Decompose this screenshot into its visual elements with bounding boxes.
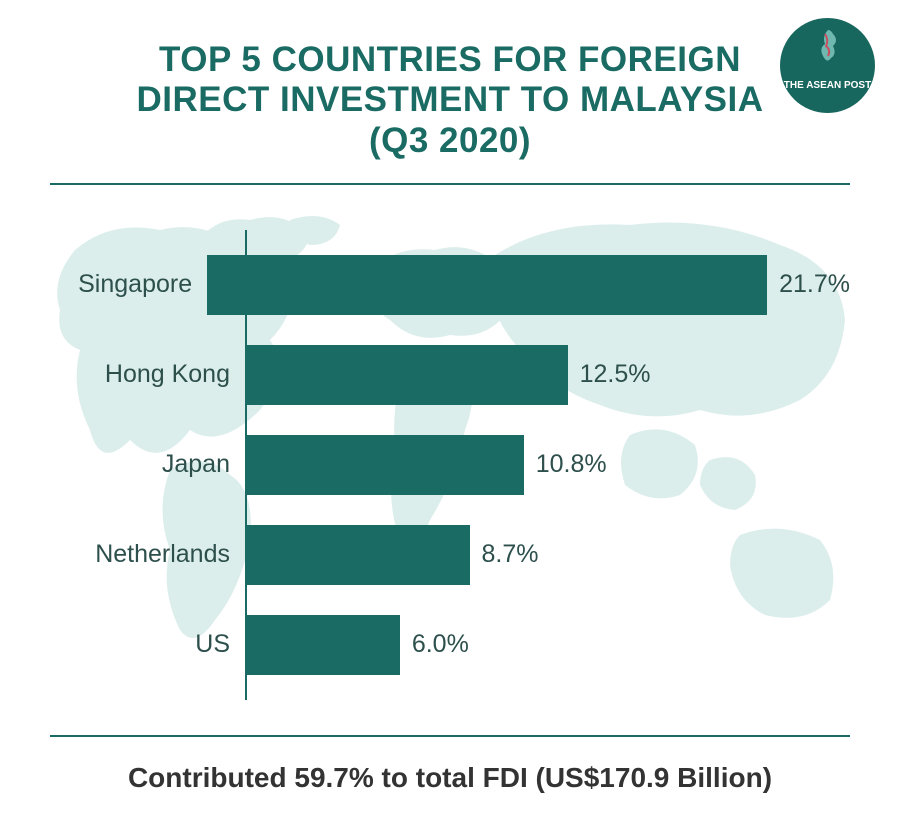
divider-top (50, 183, 850, 185)
title-line-3: (Q3 2020) (369, 121, 531, 160)
bar-row: Japan 10.8% (50, 425, 850, 505)
bar-label: Japan (50, 450, 245, 479)
bar-label: Netherlands (50, 540, 245, 569)
infographic-container: TOP 5 COUNTRIES FOR FOREIGN DIRECT INVES… (0, 0, 900, 824)
bar-value: 10.8% (536, 450, 607, 479)
bar (245, 525, 470, 585)
bar-label: Singapore (50, 270, 207, 299)
bar-label: Hong Kong (50, 360, 245, 389)
bar (207, 255, 767, 315)
title-line-2: DIRECT INVESTMENT TO MALAYSIA (136, 80, 763, 119)
bar-row: Singapore 21.7% (50, 245, 850, 325)
bar (245, 615, 400, 675)
bar-value: 12.5% (580, 360, 651, 389)
logo-text: THE ASEAN POST (784, 80, 871, 91)
bar-value: 6.0% (412, 630, 469, 659)
bar-label: US (50, 630, 245, 659)
bar-value: 21.7% (779, 270, 850, 299)
bar (245, 435, 524, 495)
brand-logo: THE ASEAN POST (780, 18, 875, 113)
bar-value: 8.7% (482, 540, 539, 569)
bar (245, 345, 568, 405)
bar-row: Netherlands 8.7% (50, 515, 850, 595)
page-title: TOP 5 COUNTRIES FOR FOREIGN DIRECT INVES… (50, 40, 850, 161)
footer-text: Contributed 59.7% to total FDI (US$170.9… (50, 762, 850, 794)
bar-row: Hong Kong 12.5% (50, 335, 850, 415)
bar-chart: Singapore 21.7% Hong Kong 12.5% Japan 10… (50, 245, 850, 695)
bar-row: US 6.0% (50, 605, 850, 685)
divider-bottom (50, 735, 850, 737)
title-line-1: TOP 5 COUNTRIES FOR FOREIGN (159, 40, 741, 79)
